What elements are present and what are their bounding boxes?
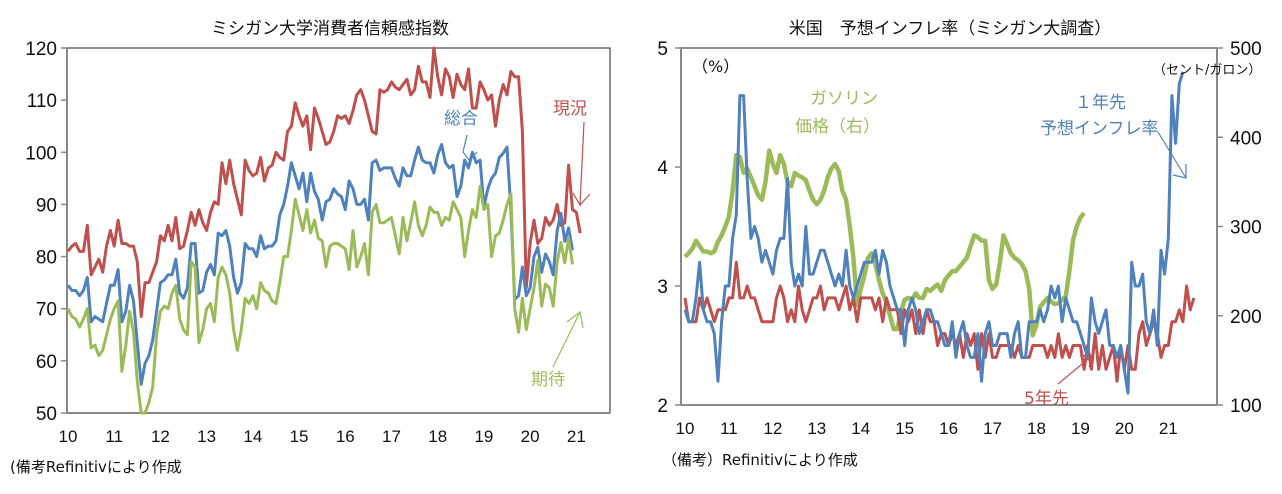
left-x-tick-label: 11 [105, 427, 123, 446]
right-x-tick-label: 17 [983, 419, 1002, 438]
annotation-1y: １年先 予想インフレ率 [1040, 93, 1159, 139]
right-series-line-2 [683, 148, 1086, 338]
right-x-tick-label: 15 [895, 419, 914, 438]
right-x-tick-label: 16 [939, 419, 958, 438]
annotation-kitai-arrow [552, 311, 581, 368]
right-x-tick-label: 13 [807, 419, 826, 438]
left-series-line-2 [66, 184, 574, 415]
right-x-ticks: 10 11 12 13 14 15 16 17 18 19 20 21 [676, 419, 1178, 438]
annotation-gasoline: ガソリン 価格（右） [795, 89, 883, 137]
left-chart-note: (備考Refinitivにより作成 [10, 458, 182, 476]
left-y-tick-label: 100 [25, 143, 57, 164]
left-y-tick-label: 60 [36, 352, 57, 373]
left-series-line-0 [66, 46, 582, 318]
annotation-kitai-arrow-head [566, 310, 584, 329]
right-axis-unit: （セント/ガロン） [1153, 63, 1261, 78]
left-x-ticks: 10 11 12 13 14 15 16 17 18 19 20 21 [59, 427, 586, 446]
right-chart-note: （備考）Refinitivにより作成 [662, 451, 858, 469]
annotation-sogo: 総合 [444, 109, 478, 129]
left-series-lines [66, 46, 582, 415]
right-x-tick-label: 18 [1027, 419, 1046, 438]
left-y-ticks: 50 60 70 80 90 100 110 120 [25, 39, 67, 425]
left-x-tick-label: 21 [567, 427, 586, 446]
right-series-lines [683, 71, 1196, 395]
left-y-tick-label: 110 [27, 91, 57, 112]
right-y-tick-label: 5 [657, 39, 668, 60]
left-y-tick-label: 120 [25, 39, 57, 60]
right-y-tick-label: 3 [657, 277, 668, 298]
left-axis-unit: （%） [692, 57, 739, 76]
left-x-tick-label: 20 [521, 427, 540, 446]
left-y-tick-label: 80 [36, 248, 57, 269]
right-y2-tick-label: 500 [1230, 39, 1262, 60]
annotation-kitai: 期待 [531, 370, 565, 390]
right-series-line-0 [683, 71, 1185, 395]
annotation-5y: 5年先 [1024, 389, 1069, 409]
right-x-tick-label: 19 [1071, 419, 1090, 438]
left-chart-title: ミシガン大学消費者信頼感指数 [211, 19, 449, 39]
right-x-tick-label: 14 [851, 419, 870, 438]
left-y-tick-label: 50 [36, 404, 57, 425]
left-x-tick-label: 19 [474, 427, 493, 446]
right-y-ticks-left: 2 3 4 5 [657, 39, 681, 417]
left-series-line-1 [66, 143, 574, 386]
annotation-1y-arrow-head [1172, 164, 1187, 179]
annotation-5y-arrow-head [1079, 354, 1094, 368]
right-y2-tick-label: 100 [1230, 396, 1262, 417]
left-x-tick-label: 16 [336, 427, 355, 446]
right-x-tick-label: 21 [1159, 419, 1178, 438]
annotation-gasoline-line1: ガソリン [810, 89, 878, 109]
right-chart-title: 米国 予想インフレ率（ミシガン大調査） [789, 19, 1112, 39]
right-x-tick-label: 20 [1115, 419, 1134, 438]
right-x-tick-label: 10 [676, 419, 695, 438]
right-y2-tick-label: 300 [1230, 218, 1262, 239]
annotation-genkyo-arrow-head [579, 193, 591, 206]
right-x-tick-label: 11 [720, 419, 738, 438]
annotation-gasoline-line2: 価格（右） [795, 117, 880, 137]
left-x-tick-label: 15 [290, 427, 309, 446]
annotation-5y-arrow [1057, 354, 1094, 385]
left-x-tick-label: 12 [151, 427, 170, 446]
annotation-1y-arrow [1157, 131, 1187, 179]
right-chart: 米国 予想インフレ率（ミシガン大調査） 2 3 4 5 100 200 300 400 500… [657, 19, 1261, 469]
left-y-tick-label: 90 [36, 195, 57, 216]
right-y-ticks-right: 100 200 300 400 500 [1217, 39, 1262, 417]
left-x-tick-label: 17 [382, 427, 401, 446]
left-x-tick-label: 10 [59, 427, 78, 446]
right-x-tick-label: 12 [763, 419, 782, 438]
right-y2-tick-label: 200 [1230, 307, 1262, 328]
right-y2-tick-label: 400 [1230, 128, 1262, 149]
annotation-genkyo-arrow [572, 121, 585, 208]
left-x-tick-label: 18 [428, 427, 447, 446]
right-series-line-1 [683, 260, 1196, 383]
annotation-1y-line2: 予想インフレ率 [1040, 119, 1159, 139]
annotation-genkyo: 現況 [553, 99, 587, 119]
left-x-tick-label: 13 [197, 427, 216, 446]
annotation-1y-line1: １年先 [1075, 93, 1126, 113]
left-y-tick-label: 70 [36, 300, 57, 321]
right-y-tick-label: 4 [657, 158, 668, 179]
annotation-sogo-arrow [462, 134, 478, 161]
right-y-tick-label: 2 [657, 396, 668, 417]
left-x-tick-label: 14 [243, 427, 262, 446]
